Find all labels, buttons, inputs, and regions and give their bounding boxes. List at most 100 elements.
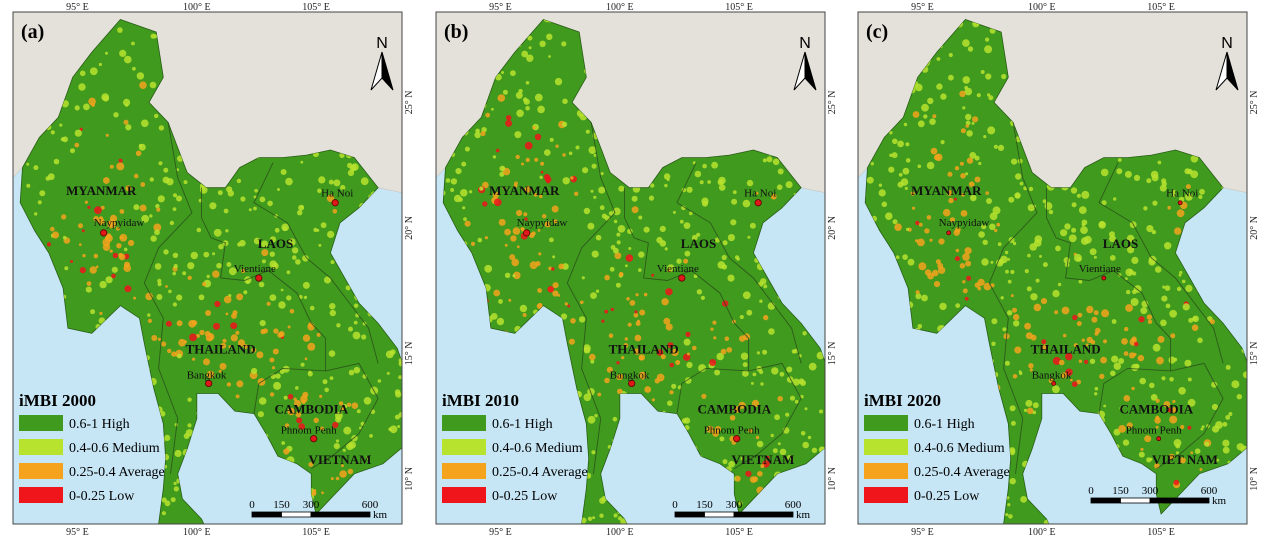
- country-border: [201, 187, 327, 371]
- scale-tick-label: 150: [273, 499, 290, 511]
- country-border: [988, 122, 1038, 474]
- country-border: [1156, 362, 1224, 470]
- map-frame: [435, 11, 826, 525]
- city-marker: [255, 274, 263, 282]
- legend-label: 0.25-0.4 Average: [914, 465, 1010, 480]
- legend-swatch: [864, 463, 908, 479]
- city-marker: [678, 274, 686, 282]
- longitude-label: 100° E: [183, 527, 211, 538]
- city-marker: [310, 435, 318, 443]
- legend-title: iMBI 2010: [442, 391, 519, 410]
- country-label: MYANMAR: [911, 183, 982, 198]
- city-marker: [1101, 275, 1107, 281]
- longitude-label: 95° E: [489, 2, 512, 13]
- north-letter: N: [376, 35, 388, 52]
- country-label: VIET NAM: [1152, 452, 1218, 467]
- longitude-label: 105° E: [302, 2, 330, 13]
- legend-label: 0.4-0.6 Medium: [492, 441, 583, 456]
- city-marker: [733, 435, 741, 443]
- country-label: CAMBODIA: [274, 402, 348, 417]
- country-border: [676, 367, 749, 414]
- scale-bar-segment: [281, 511, 312, 518]
- country-border: [566, 122, 616, 474]
- city-label: Ha Noi: [1166, 188, 1198, 200]
- map-body: [858, 12, 1247, 524]
- legend-label: 0.4-0.6 Medium: [69, 441, 160, 456]
- scale-tick-label: 0: [1088, 485, 1094, 497]
- legend-title: iMBI 2020: [864, 391, 941, 410]
- scale-tick-label: 600: [1201, 485, 1218, 497]
- latitude-label: 20° N: [404, 216, 415, 240]
- legend-swatch: [864, 439, 908, 455]
- city-marker: [205, 379, 213, 388]
- latitude-label: 10° N: [827, 467, 838, 491]
- city-marker: [628, 379, 636, 388]
- country-border: [311, 362, 379, 470]
- country-label: CAMBODIA: [697, 402, 771, 417]
- legend-label: 0-0.25 Low: [914, 489, 980, 504]
- city-marker: [100, 229, 108, 237]
- panel-tag: (c): [866, 21, 888, 43]
- country-border: [624, 187, 750, 371]
- longitude-label: 105° E: [1147, 2, 1175, 13]
- legend-label: 0-0.25 Low: [492, 489, 558, 504]
- city-marker: [754, 199, 762, 207]
- city-label: Phnom Penh: [704, 425, 760, 437]
- city-marker: [1156, 436, 1162, 442]
- longitude-label: 100° E: [183, 2, 211, 13]
- country-border: [1046, 187, 1172, 371]
- scale-bar-segment: [310, 511, 371, 518]
- scale-bar-segment: [674, 511, 705, 518]
- country-border: [734, 362, 802, 470]
- map-panel-b: 95° E 95° E 100° E 100° E 105° E 105° E 25° N 2…: [423, 0, 838, 547]
- scale-unit: km: [796, 509, 811, 521]
- map-body: [436, 12, 825, 524]
- country-border: [143, 122, 193, 474]
- longitude-label: 100° E: [606, 2, 634, 13]
- legend-swatch: [19, 439, 63, 455]
- scale-unit: km: [1212, 495, 1227, 507]
- city-label: Vientiane: [234, 263, 276, 275]
- north-arrow-icon: [804, 51, 817, 91]
- north-letter: N: [1221, 35, 1233, 52]
- legend-label: 0.25-0.4 Average: [492, 465, 588, 480]
- country-label: LAOS: [1103, 236, 1138, 251]
- legend-swatch: [442, 487, 486, 503]
- legend-label: 0.6-1 High: [69, 417, 130, 432]
- latitude-label: 25° N: [827, 90, 838, 114]
- panel-tag: (b): [444, 21, 468, 43]
- legend-label: 0.6-1 High: [492, 417, 553, 432]
- latitude-label: 20° N: [827, 216, 838, 240]
- city-label: Phnom Penh: [281, 425, 337, 437]
- map-frame: [857, 11, 1248, 525]
- legend-title: iMBI 2000: [19, 391, 96, 410]
- country-border: [676, 162, 802, 364]
- longitude-label: 105° E: [725, 2, 753, 13]
- latitude-label: 15° N: [1249, 341, 1260, 365]
- legend-label: 0.4-0.6 Medium: [914, 441, 1005, 456]
- country-label: THAILAND: [609, 341, 679, 356]
- latitude-label: 15° N: [827, 341, 838, 365]
- map-body: [13, 12, 402, 524]
- country-label: THAILAND: [1031, 341, 1101, 356]
- longitude-label: 95° E: [489, 527, 512, 538]
- scale-bar-segment: [1120, 497, 1151, 504]
- legend-swatch: [19, 415, 63, 431]
- country-label: LAOS: [681, 236, 716, 251]
- legend-swatch: [19, 463, 63, 479]
- scale-tick-label: 0: [249, 499, 255, 511]
- city-label: Phnom Penh: [1126, 425, 1182, 437]
- city-marker: [331, 199, 339, 207]
- country-label: LAOS: [258, 236, 293, 251]
- scale-bar-segment: [704, 511, 735, 518]
- scale-unit: km: [373, 509, 388, 521]
- scale-bar-segment: [1149, 497, 1210, 504]
- scale-tick-label: 150: [1112, 485, 1129, 497]
- longitude-label: 100° E: [606, 527, 634, 538]
- longitude-label: 100° E: [1028, 2, 1056, 13]
- map-panel-a: 95° E 95° E 100° E 100° E 105° E 105° E 25° N 2…: [0, 0, 415, 547]
- longitude-label: 105° E: [725, 527, 753, 538]
- country-label: THAILAND: [186, 341, 256, 356]
- legend-swatch: [442, 415, 486, 431]
- north-arrow-icon: [1226, 51, 1239, 91]
